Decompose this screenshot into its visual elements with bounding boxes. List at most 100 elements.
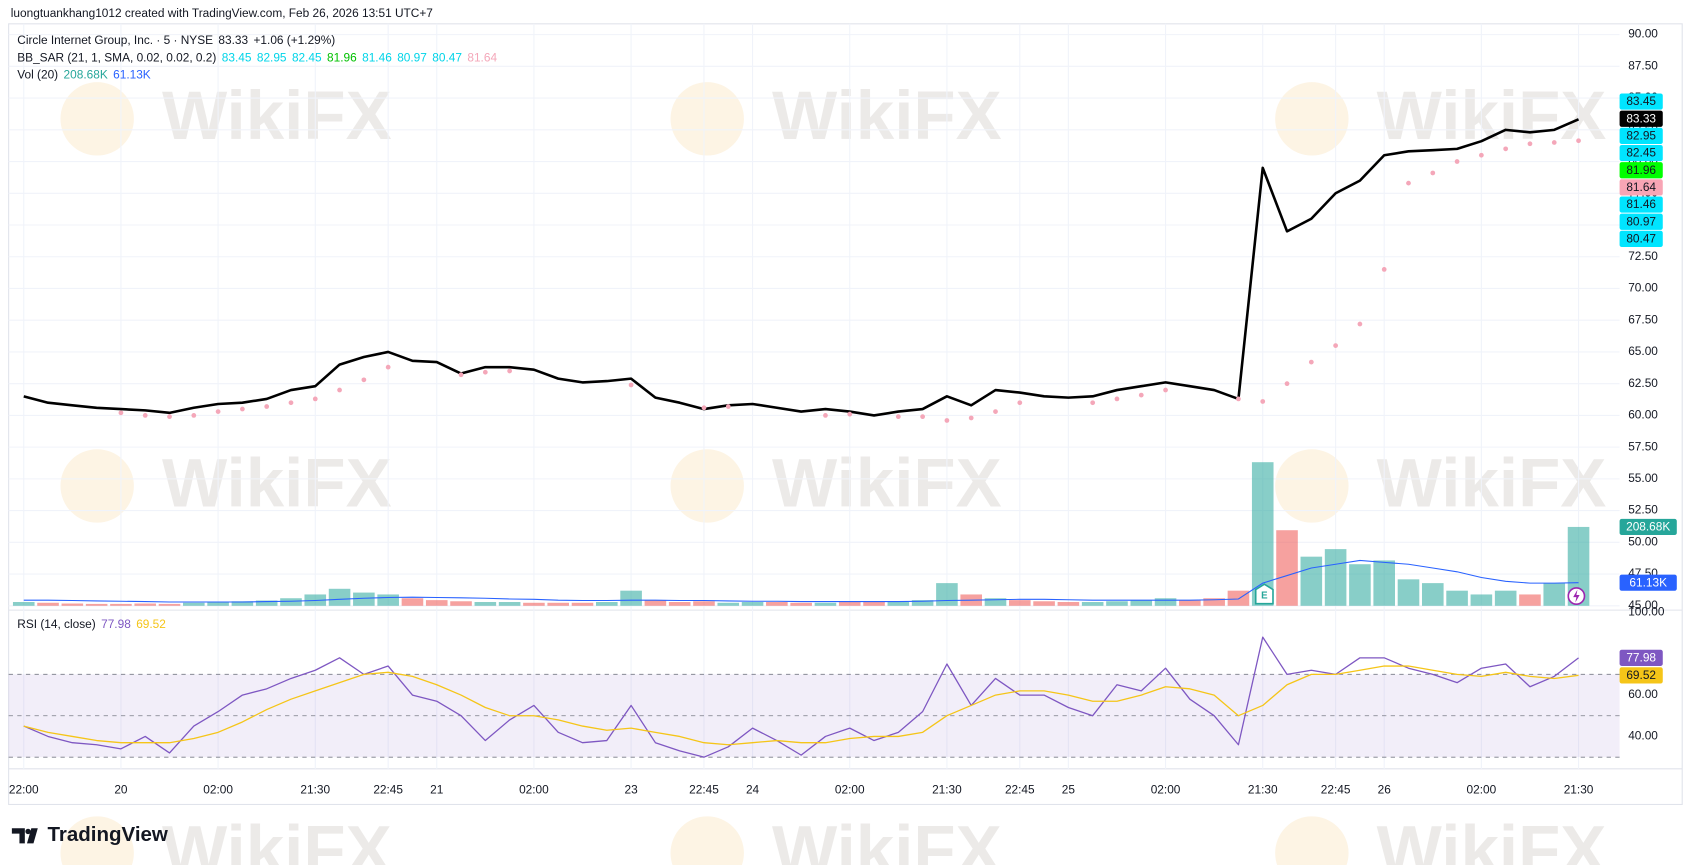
sar-dot [1551,140,1557,145]
volume-bar [377,594,399,606]
sar-dot [118,410,124,416]
volume-bar [1033,601,1055,606]
x-tick-label: 25 [1062,783,1076,797]
sar-dot [1454,159,1460,164]
sar-dot [507,368,513,374]
sar-dot [823,413,828,418]
legend: BB_SAR (21, 1, SMA, 0.02, 0.02, 0.2) 83.4… [17,51,497,65]
legend: Circle Internet Group, Inc. · 5 · NYSE 83… [17,33,335,47]
sar-dot [482,369,488,375]
bolt [1573,589,1580,603]
volume-bar [450,601,472,606]
price-tag-bg [1619,144,1663,162]
labels: 22:00 20 02:00 21:30 22:45 21 02:00 23 22:45 24 02… [9,27,1677,797]
sar-dot [191,413,197,418]
x-tick-label: 21:30 [300,783,330,797]
y-tick-label: 40.00 [1628,729,1658,743]
price-tag-bg [1619,179,1663,196]
price-tag-bg [1619,162,1663,179]
volume-bar [596,602,618,606]
volume-bar [61,603,84,606]
rsi-title: RSI (14, close) [17,617,95,631]
x-tick-label: 22:00 [9,783,39,797]
rsi-tag: 69.52 [1626,668,1656,682]
volume-ma-value: 61.13K [113,68,151,82]
price-tag: 83.33 [1626,111,1656,125]
indicator-value: 83.45 [222,51,252,65]
volume-tag: 208.68K [1626,520,1670,534]
sar-dot [1333,343,1338,348]
indicator-value: 81.96 [327,51,357,65]
volume-bar [1227,590,1250,606]
last-price: 83.33 [218,33,248,47]
price-line [23,118,1580,417]
volume-bar [1081,602,1104,606]
volume-bar [571,602,594,606]
price-tag: 82.95 [1626,129,1656,143]
frame [8,23,1683,806]
x-tick-label: 02:00 [835,783,865,797]
volume-bar [1008,600,1031,606]
y-tick-label: 52.50 [1628,503,1658,517]
volume-bar [1179,600,1201,606]
volume-bar [1567,526,1590,606]
price-tag: 81.46 [1626,197,1656,211]
volume-bar [644,600,667,606]
volume-bar [936,583,958,606]
price-tag-bg [1619,93,1663,110]
volume-bar [207,602,229,606]
watermark: WikiFX [772,810,1002,865]
watermark-logo [670,449,744,523]
volume-ma-tag: 61.13K [1629,575,1667,589]
logo-dot [25,828,31,835]
dividend-marker [1567,587,1586,605]
watermark: WikiFX [1377,76,1607,154]
watermarks: WikiFX WikiFX WikiFX WikiFX WikiFX WikiFX Wiki… [60,76,1606,865]
sar-dot [895,414,901,420]
watermark-logo [670,816,744,865]
volume-bar [1421,583,1444,606]
watermark: WikiFX [772,443,1002,521]
rsi-value: 77.98 [101,617,131,631]
volume-bar [838,602,861,606]
sar-dot [337,387,342,393]
price-tag-bg [1619,127,1663,144]
x-tick-label: 20 [114,783,128,797]
sar-dot [1406,180,1411,186]
sar-dot [458,372,464,378]
volume-bar [1057,602,1080,606]
y-tick-label: 62.50 [1628,376,1658,390]
sar-dot [1527,141,1533,147]
volume-bar [1446,590,1468,606]
price-tag: 80.97 [1626,214,1656,228]
sar-dot [1114,396,1120,402]
sar-dot [1163,387,1168,393]
watermark: WikiFX [772,76,1002,154]
sar-dot [993,409,998,414]
y-tick-label: 100.00 [1628,604,1665,618]
price-tag: 81.64 [1626,180,1656,194]
watermark: WikiFX [162,443,392,521]
sar-dot [1284,381,1290,387]
sar-dot [1260,399,1266,404]
watermark-logo [1275,82,1349,156]
earnings-icon [1254,583,1274,605]
price-tag-bg [1619,110,1663,127]
x-tick-label: 02:00 [1467,783,1497,797]
volume-bar [1373,560,1395,606]
volume-bar [474,602,497,606]
volume-bar [668,602,691,606]
watermark: WikiFX [1377,443,1607,521]
y-tick-label: 90.00 [1628,27,1658,41]
x-tick-label: 22:45 [373,783,403,797]
volume-bar [1106,601,1128,606]
y-tick-label: 65.00 [1628,344,1658,358]
x-tick-label: 02:00 [519,783,549,797]
y-tick-label: 60.00 [1628,408,1658,422]
earnings-glyph: E [1261,591,1268,602]
sar-dot [1357,321,1363,327]
volume-bar [425,600,448,606]
indicator-value: 81.64 [467,51,497,65]
x-tick-label: 21:30 [932,783,962,797]
price-tag: 82.45 [1626,146,1656,160]
